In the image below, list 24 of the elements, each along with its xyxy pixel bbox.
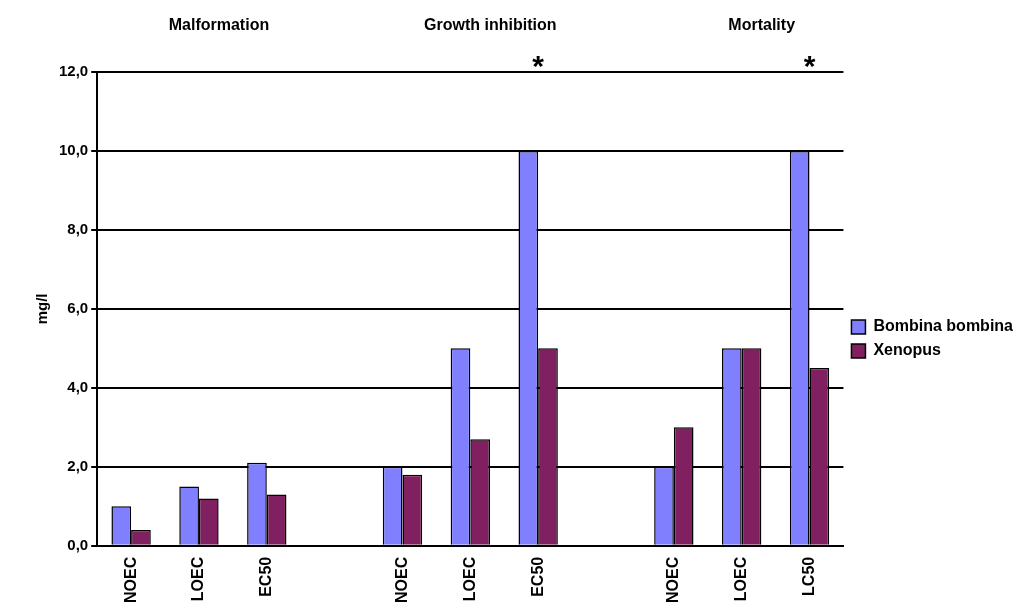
annotation: *: [532, 49, 545, 82]
y-tick-label: 0,0: [67, 535, 89, 553]
y-tick-label: 4,0: [67, 377, 89, 395]
y-axis-title: mg/l: [33, 293, 51, 325]
x-tick-label: EC50: [257, 556, 275, 597]
x-tick-label: NOEC: [392, 556, 410, 604]
y-tick-label: 6,0: [67, 299, 89, 317]
x-tick-label: LOEC: [189, 556, 207, 602]
legend-label: Bombina bombina: [873, 317, 1014, 335]
x-tick-label: LC50: [799, 556, 817, 596]
y-tick-label: 12,0: [58, 62, 89, 80]
legend-label: Xenopus: [873, 341, 942, 359]
text: Mortality: [728, 16, 796, 34]
y-tick-label: 2,0: [67, 456, 89, 474]
x-tick-label: LOEC: [460, 556, 478, 602]
annotation: *: [803, 49, 816, 82]
x-tick-label: EC50: [528, 556, 546, 597]
x-tick-label: LOEC: [732, 556, 750, 602]
x-tick-label: NOEC: [121, 556, 139, 604]
text: Malformation: [168, 16, 270, 34]
text: Growth inhibition: [424, 16, 557, 34]
y-tick-label: 8,0: [67, 220, 89, 238]
y-tick-label: 10,0: [58, 141, 89, 159]
x-tick-label: NOEC: [664, 556, 682, 604]
